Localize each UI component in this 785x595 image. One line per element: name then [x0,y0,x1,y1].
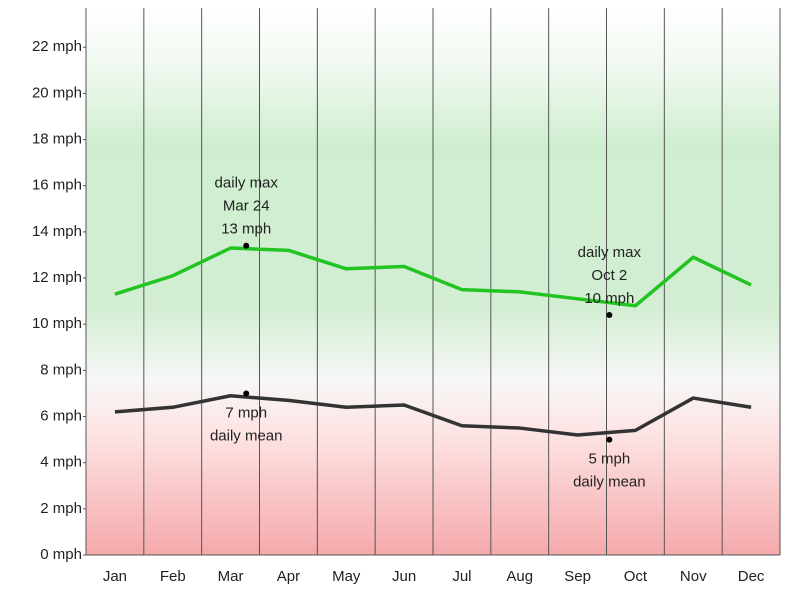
x-tick-label: Jun [392,568,416,585]
y-tick-label: 8 mph [40,361,82,378]
x-tick-label: Feb [160,568,186,585]
y-tick-label: 22 mph [32,38,82,55]
series-line [114,246,752,308]
annotation-text: daily mean [210,427,283,444]
series-line [114,393,752,437]
y-tick-label: 10 mph [32,315,82,332]
x-tick-label: Sep [564,568,591,585]
y-tick-label: 16 mph [32,177,82,194]
x-tick-label: Apr [277,568,300,585]
annotation-text: 10 mph [584,290,634,307]
y-tick-label: 18 mph [32,131,82,148]
y-tick-label: 4 mph [40,454,82,471]
annotation-text: daily mean [573,474,646,491]
y-tick-label: 2 mph [40,500,82,517]
annotation-text: Mar 24 [223,198,270,215]
annotation-text: daily max [215,175,279,192]
y-tick-label: 20 mph [32,84,82,101]
y-tick-label: 12 mph [32,269,82,286]
x-tick-label: Mar [218,568,244,585]
x-tick-label: Oct [624,568,648,585]
x-tick-label: Dec [738,568,765,585]
annotation-point [243,242,250,249]
x-tick-label: Jan [103,568,127,585]
annotation-text: 13 mph [221,221,271,238]
annotation-text: 5 mph [588,451,630,468]
x-tick-label: Nov [680,568,707,585]
annotation-point [243,390,250,397]
annotation-text: 7 mph [225,404,267,421]
annotation-point [606,436,613,443]
y-tick-label: 0 mph [40,546,82,563]
y-tick-label: 6 mph [40,407,82,424]
annotation-text: Oct 2 [591,267,627,284]
x-tick-label: Jul [452,568,471,585]
annotation-text: daily max [578,244,642,261]
x-tick-label: May [332,568,361,585]
y-tick-label: 14 mph [32,223,82,240]
annotation-point [606,311,613,318]
x-tick-label: Aug [506,568,533,585]
